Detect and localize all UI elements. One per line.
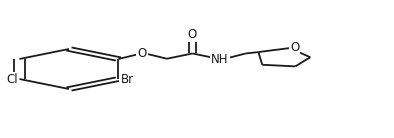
Text: Br: Br [121, 72, 134, 86]
Text: O: O [290, 41, 299, 54]
Text: O: O [138, 47, 147, 60]
Text: NH: NH [211, 53, 229, 66]
Text: O: O [188, 28, 197, 41]
Text: Cl: Cl [6, 72, 17, 86]
